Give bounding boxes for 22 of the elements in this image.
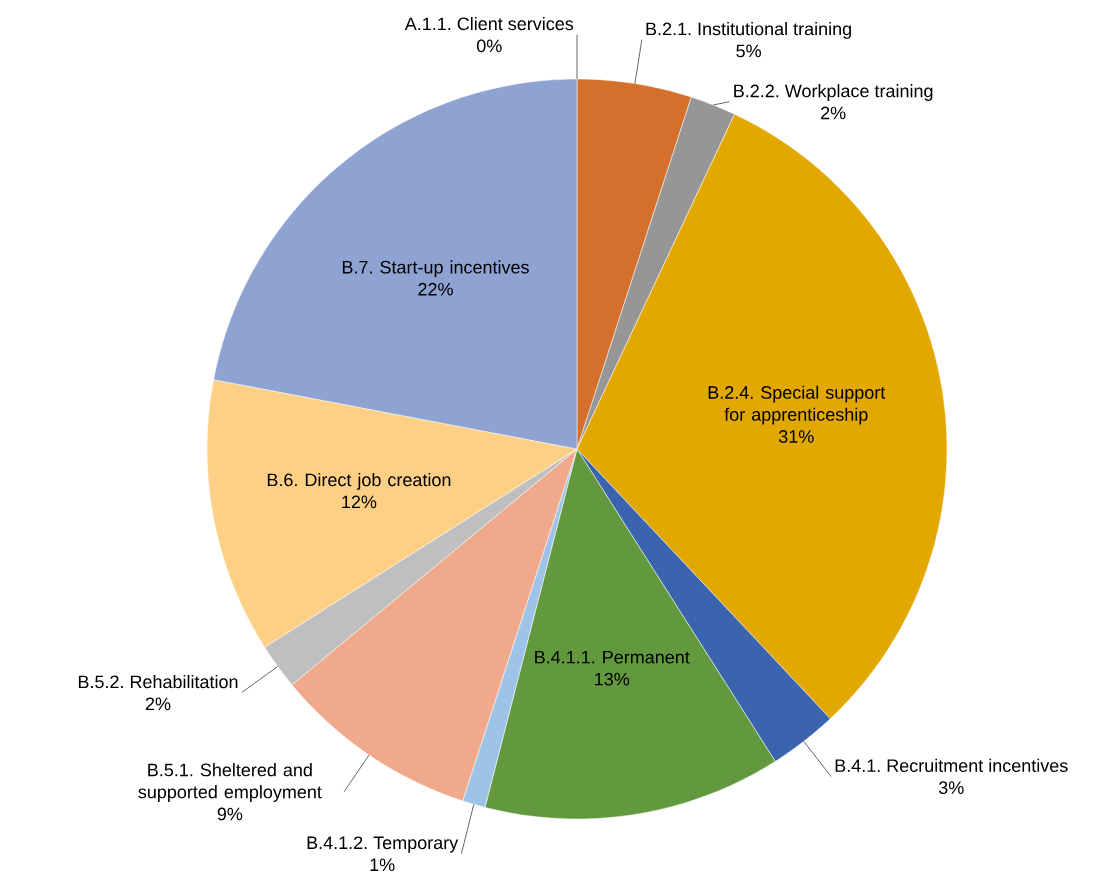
slice-label: B.5.2. Rehabilitation [78,675,238,689]
slice-label: B.2.2. Workplace training [734,84,933,101]
slice-label: B.4.1.1. Permanent [535,650,690,664]
slice-label: B.4.1.2. Temporary [307,836,459,853]
slice-label: B.6. Direct job creation [267,473,451,490]
data-label: 2% [821,106,846,120]
slice-label: B.2.4. Special support for apprenticeship [708,385,886,425]
category-label: A.1.1. Client services [404,16,574,31]
text: 0% [476,39,502,53]
slice-label: B.7. Start-up incentives [342,260,529,278]
data-label: 12% [342,495,377,509]
data-label: 5% [736,44,761,58]
slice-label: B.4.1. Recruitment incentives [835,758,1068,773]
data-label: 22% [418,282,453,296]
data-label: 9% [217,807,243,821]
slice-label: B.5.1. Sheltered and supported employment [138,763,322,802]
data-label: 31% [778,430,814,443]
data-label: 13% [595,672,630,686]
data-label: 1% [370,858,395,872]
data-label: 3% [938,781,964,795]
slice-label: B.2.1. Institutional training [646,22,851,39]
data-label: 2% [145,697,171,711]
